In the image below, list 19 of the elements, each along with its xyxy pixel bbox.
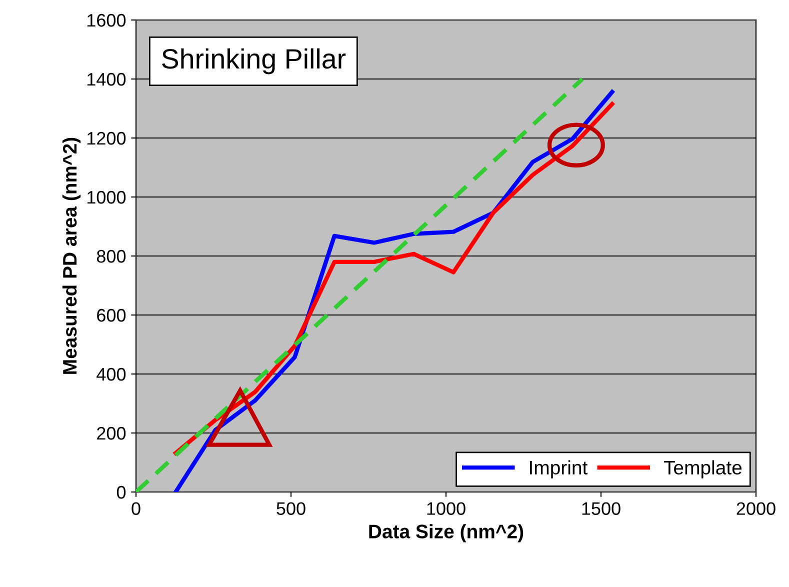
x-tick-label: 1500 [582,502,620,515]
legend-label: Template [664,460,742,478]
x-tick-label: 1000 [427,502,466,515]
y-tick-label: 800 [96,250,126,263]
y-tick-label: 600 [97,308,126,322]
x-tick-label: 500 [276,502,306,515]
y-tick-label: 400 [96,368,126,381]
text: Shrinking Pillar [162,48,346,74]
x-tick-label: 0 [132,502,140,515]
y-tick-label: 200 [97,426,126,440]
x-axis-title: Data Size (nm^2) [369,524,524,542]
y-tick-label: 0 [116,486,126,499]
y-tick-label: 1600 [87,14,126,27]
y-tick-label: 1200 [87,132,126,145]
x-tick-label: 2000 [736,502,776,515]
y-tick-label: 1000 [87,190,126,204]
y-tick-label: 1400 [87,72,126,86]
legend-label: Imprint [530,460,588,478]
y-axis-title: Measured PD area (nm^2) [62,138,81,374]
